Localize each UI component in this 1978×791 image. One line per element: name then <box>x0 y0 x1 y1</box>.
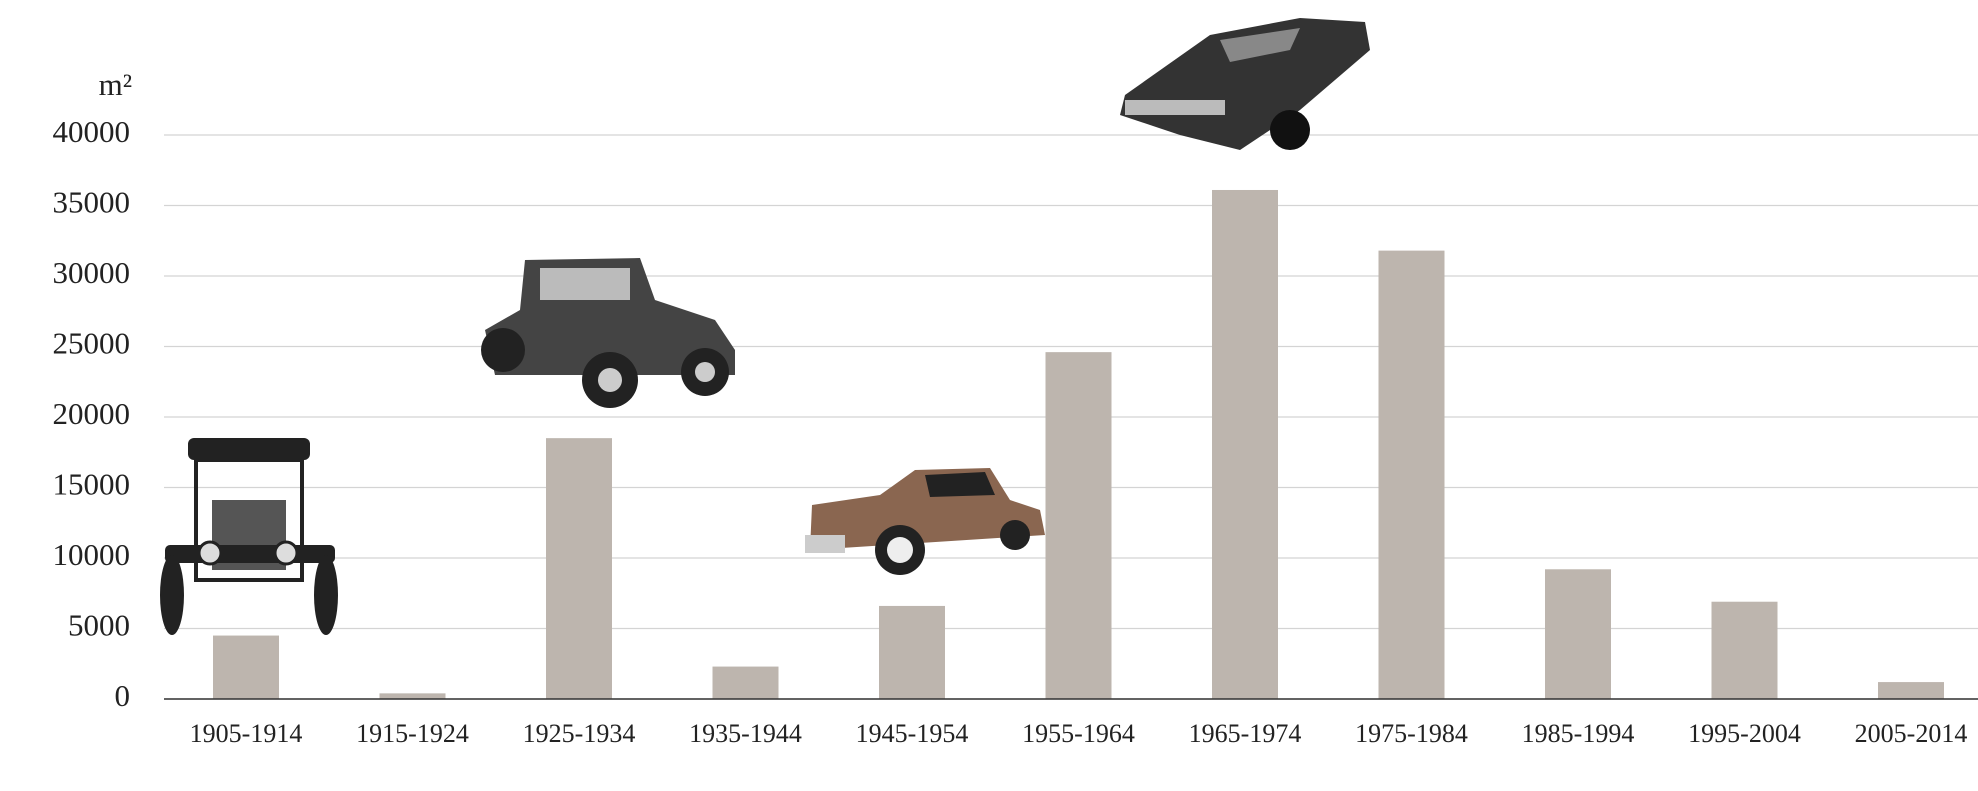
bar <box>712 666 779 699</box>
bar <box>213 635 279 699</box>
bar <box>379 693 446 699</box>
x-tick-label: 1955-1964 <box>1022 719 1135 748</box>
y-tick-label: 0 <box>115 678 131 713</box>
x-tick-label: 1965-1974 <box>1189 719 1302 748</box>
car-image <box>481 258 735 408</box>
bar <box>1878 682 1944 699</box>
bar <box>1545 569 1611 699</box>
y-tick-label: 35000 <box>53 185 131 220</box>
y-tick-label: 30000 <box>53 255 131 290</box>
y-tick-label: 20000 <box>53 396 131 431</box>
x-tick-label: 1905-1914 <box>190 719 303 748</box>
y-tick-label: 10000 <box>53 537 131 572</box>
bar <box>1045 352 1112 699</box>
x-tick-label: 1935-1944 <box>689 719 802 748</box>
x-tick-label: 1915-1924 <box>356 719 469 748</box>
bar <box>1711 601 1778 699</box>
y-axis-unit: m² <box>99 67 132 102</box>
bar <box>1212 189 1278 700</box>
bar <box>879 605 945 699</box>
x-tick-label: 2005-2014 <box>1855 719 1968 748</box>
x-tick-label: 1995-2004 <box>1688 719 1801 748</box>
y-tick-label: 5000 <box>68 608 130 643</box>
y-tick-label: 25000 <box>53 326 131 361</box>
bar <box>1378 250 1445 699</box>
x-tick-label: 1985-1994 <box>1522 719 1635 748</box>
car-image <box>160 438 338 635</box>
x-tick-label: 1975-1984 <box>1355 719 1468 748</box>
x-tick-label: 1925-1934 <box>523 719 636 748</box>
y-tick-label: 15000 <box>53 467 131 502</box>
x-tick-label: 1945-1954 <box>856 719 969 748</box>
car-image <box>805 468 1045 575</box>
y-tick-label: 40000 <box>53 114 131 149</box>
car-image <box>1120 18 1370 150</box>
bar <box>546 438 612 699</box>
car-illustrations <box>160 18 1370 635</box>
